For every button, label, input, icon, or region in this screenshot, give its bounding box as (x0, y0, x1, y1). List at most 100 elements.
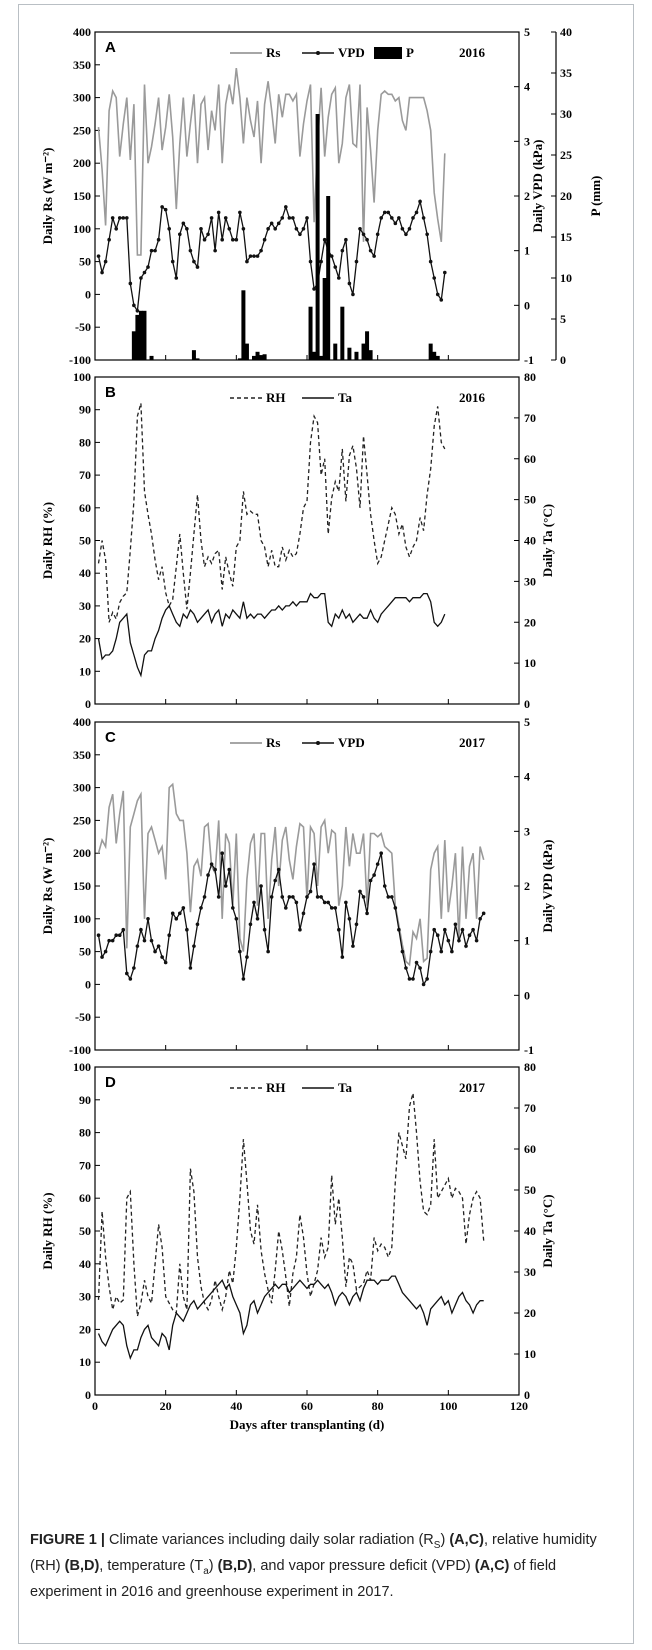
series-vpd (96, 851, 486, 987)
vpd-point (160, 955, 164, 959)
vpd-point (209, 862, 214, 866)
vpd-point (96, 254, 101, 258)
vpd-point (333, 265, 338, 269)
plot-frame (94, 31, 520, 361)
vpd-point (397, 216, 401, 220)
legend-label: Ta (338, 1080, 352, 1095)
vpd-point (390, 216, 394, 220)
y2-tick-label: 30 (524, 1265, 536, 1279)
vpd-point (266, 227, 270, 231)
x-tick-label: 60 (301, 1399, 313, 1413)
vpd-point (319, 259, 323, 264)
series-rh (97, 1093, 485, 1317)
vpd-point (305, 895, 309, 899)
vpd-point (471, 927, 475, 932)
vpd-point (238, 949, 242, 954)
vpd-point (368, 878, 373, 883)
y-tick-label: 60 (79, 501, 91, 515)
vpd-point (135, 944, 140, 948)
x-tick-label: 20 (160, 1399, 172, 1413)
vpd-point (117, 933, 122, 937)
vpd-point (301, 227, 306, 231)
vpd-point (170, 259, 175, 264)
y2-tick-label: 20 (524, 1306, 536, 1320)
vpd-point (379, 851, 384, 855)
y2-tick-label: 2 (524, 879, 530, 893)
vpd-point (418, 966, 422, 970)
vpd-point (273, 878, 278, 883)
vpd-point (439, 949, 444, 954)
vpd-point (464, 944, 468, 948)
vpd-point (231, 237, 235, 242)
vpd-point (163, 207, 168, 212)
series-line (97, 782, 485, 967)
y-tick-label: 400 (73, 25, 91, 39)
y2-tick-label: -1 (524, 1043, 534, 1057)
vpd-point (315, 895, 320, 899)
vpd-point (294, 227, 299, 231)
y2-tick-label: 10 (524, 656, 536, 670)
vpd-point (435, 292, 440, 297)
year-label: 2016 (459, 45, 486, 60)
vpd-point (428, 259, 433, 264)
vpd-point (443, 270, 447, 275)
x-tick-label: 0 (92, 1399, 98, 1413)
y-tick-label: 400 (73, 715, 91, 729)
y-axis-label: Daily RH (%) (40, 502, 55, 579)
series-line (97, 403, 446, 623)
vpd-point (216, 210, 221, 215)
x-tick-label: 40 (230, 1399, 242, 1413)
vpd-point (121, 927, 126, 932)
series-line (97, 592, 446, 678)
vpd-point (414, 960, 419, 965)
vpd-point (414, 210, 419, 215)
vpd-point (276, 221, 281, 226)
year-label: 2017 (459, 735, 486, 750)
caption-text: ) (440, 1532, 450, 1548)
panel-b: 0 10 20 30 40 50 60 70 80 90 100 0 10 20 30 40 50 60 70 80 D… (40, 370, 555, 711)
vpd-point (202, 895, 207, 899)
precip-bar (237, 358, 242, 360)
vpd-point (301, 911, 306, 916)
vpd-point (375, 232, 380, 237)
y2-axis-label: Daily VPD (kPa) (540, 840, 555, 933)
y-tick-label: 10 (79, 1355, 91, 1369)
vpd-point (223, 884, 228, 888)
vpd-point (386, 895, 391, 899)
vpd-point (181, 221, 186, 226)
vpd-point (192, 259, 196, 264)
vpd-point (128, 281, 133, 286)
vpd-point (220, 851, 224, 855)
series-ta (97, 1275, 484, 1361)
vpd-point (337, 927, 341, 932)
y-tick-label: 250 (73, 813, 91, 827)
precip-bar (319, 355, 324, 360)
precip-bar (368, 350, 373, 360)
y3-tick-label: 0 (560, 353, 566, 367)
y-tick-label: 300 (73, 91, 91, 105)
y-tick-label: 200 (73, 846, 91, 860)
vpd-point (390, 895, 394, 899)
y2-tick-label: 40 (524, 1224, 536, 1238)
caption-text: (B,D) (64, 1557, 100, 1574)
vpd-point (213, 867, 217, 872)
vpd-point (372, 873, 376, 877)
vpd-point (358, 889, 362, 894)
y3-axis-label: P (mm) (588, 176, 603, 217)
vpd-point (128, 977, 133, 981)
vpd-point (139, 927, 143, 932)
y3-tick-label: 35 (560, 66, 572, 80)
vpd-point (199, 906, 203, 910)
caption-text: , temperature (T (99, 1557, 204, 1574)
y-tick-label: 300 (73, 781, 91, 795)
vpd-point (418, 199, 422, 204)
vpd-point (393, 906, 398, 910)
precip-bar (255, 351, 260, 360)
legend-label: Rs (266, 735, 280, 750)
precip-bar (365, 331, 370, 360)
vpd-point (185, 227, 189, 231)
vpd-point (181, 906, 186, 910)
vpd-point (400, 227, 405, 231)
y3-tick-label: 5 (560, 312, 566, 326)
vpd-point (347, 917, 352, 921)
